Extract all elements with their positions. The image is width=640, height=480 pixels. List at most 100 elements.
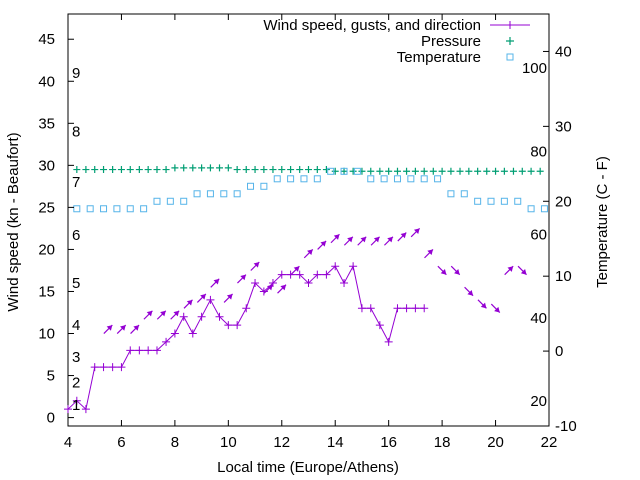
- series-line-wind: [67, 264, 425, 411]
- wind-arrow-head: [293, 266, 300, 272]
- pressure-point: [492, 167, 500, 175]
- temperature-point: [487, 197, 495, 205]
- pressure-point: [126, 166, 134, 174]
- temperature-point: [273, 175, 281, 183]
- pressure-point: [385, 167, 393, 175]
- x-tick-label: 8: [171, 434, 179, 451]
- pressure-point: [189, 164, 197, 172]
- y-tick-label: 40: [38, 73, 55, 90]
- wind-point: [135, 346, 144, 355]
- x-tick-label: 12: [273, 434, 290, 451]
- x-tick-label: 14: [327, 434, 344, 451]
- temperature-point: [514, 197, 522, 205]
- wind-point: [144, 346, 153, 355]
- wind-point: [375, 321, 384, 330]
- wind-point: [420, 304, 429, 313]
- pressure-point: [465, 167, 473, 175]
- x-axis-label: Local time (Europe/Athens): [217, 459, 399, 476]
- pressure-point: [474, 167, 482, 175]
- wind-arrow-head: [520, 269, 527, 275]
- pressure-point: [216, 164, 224, 172]
- pressure-point: [456, 167, 464, 175]
- wind-point: [268, 279, 277, 288]
- temperature-point: [100, 205, 108, 213]
- wind-arrow-head: [280, 284, 287, 291]
- pressure-point: [313, 166, 321, 174]
- temperature-point: [140, 205, 148, 213]
- wind-point: [126, 346, 135, 355]
- pressure-point: [536, 167, 544, 175]
- pressure-point: [438, 167, 446, 175]
- wind-point: [64, 405, 72, 414]
- wind-arrow-head: [307, 249, 313, 256]
- beaufort-label: 3: [72, 349, 80, 366]
- wind-point: [224, 321, 233, 330]
- temperature-point: [206, 190, 214, 198]
- pressure-point: [331, 167, 339, 175]
- temperature-point: [313, 175, 321, 183]
- wind-point: [72, 396, 81, 405]
- pressure-point: [224, 164, 232, 172]
- beaufort-label: 9: [72, 65, 80, 82]
- beaufort-label: 8: [72, 124, 80, 141]
- wind-arrow-head: [226, 293, 233, 300]
- y-axis-label: Wind speed (kn - Beaufort): [5, 132, 22, 311]
- wind-arrow-head: [360, 236, 367, 243]
- wind-arrow-head: [454, 269, 460, 275]
- pressure-point: [242, 166, 250, 174]
- pressure-point: [322, 166, 330, 174]
- pressure-point: [376, 167, 384, 175]
- wind-arrow-head: [120, 325, 126, 331]
- pressure-point: [260, 166, 268, 174]
- temperature-point: [180, 197, 188, 205]
- wind-point: [349, 262, 358, 271]
- temperature-point: [434, 175, 442, 183]
- legend-label-pressure: Pressure: [421, 33, 481, 50]
- pressure-point: [358, 167, 366, 175]
- legend-symbol-temperature: [506, 53, 514, 61]
- wind-point: [411, 304, 420, 313]
- wind-arrow-head: [106, 325, 113, 331]
- wind-point: [108, 363, 117, 372]
- wind-arrow-head: [427, 249, 433, 256]
- wind-point: [90, 363, 99, 372]
- wind-arrow-head: [267, 284, 273, 291]
- wind-point: [242, 304, 251, 313]
- wind-point: [251, 279, 260, 288]
- x-tick-label: 18: [434, 434, 451, 451]
- pressure-point: [206, 164, 214, 172]
- fahrenheit-label: 20: [530, 393, 547, 410]
- wind-arrow-head: [387, 236, 393, 243]
- pressure-point: [509, 167, 517, 175]
- wind-point: [152, 346, 161, 355]
- pressure-point: [403, 167, 411, 175]
- temperature-point: [500, 197, 508, 205]
- pressure-point: [162, 166, 170, 174]
- pressure-point: [82, 166, 90, 174]
- temperature-point: [380, 175, 388, 183]
- wind-point: [322, 270, 331, 279]
- temperature-point: [420, 175, 428, 183]
- temperature-point: [540, 205, 548, 213]
- y-tick-label: 10: [38, 326, 55, 343]
- wind-arrow-head: [373, 236, 380, 243]
- y2-tick-label: 40: [555, 43, 572, 60]
- y2-tick-label: 10: [555, 268, 572, 285]
- wind-point: [402, 304, 411, 313]
- temperature-point: [260, 182, 268, 190]
- temperature-point: [460, 190, 468, 198]
- pressure-point: [420, 167, 428, 175]
- wind-point: [215, 312, 224, 321]
- wind-point: [304, 279, 313, 288]
- beaufort-label: 4: [72, 317, 80, 334]
- wind-point: [313, 270, 322, 279]
- pressure-point: [483, 167, 491, 175]
- y2-tick-label: 20: [555, 193, 572, 210]
- pressure-point: [109, 166, 117, 174]
- beaufort-label: 5: [72, 275, 80, 292]
- wind-point: [331, 262, 340, 271]
- fahrenheit-label: 40: [530, 310, 547, 327]
- wind-arrow-head: [320, 240, 327, 247]
- wind-arrow-head: [480, 302, 487, 309]
